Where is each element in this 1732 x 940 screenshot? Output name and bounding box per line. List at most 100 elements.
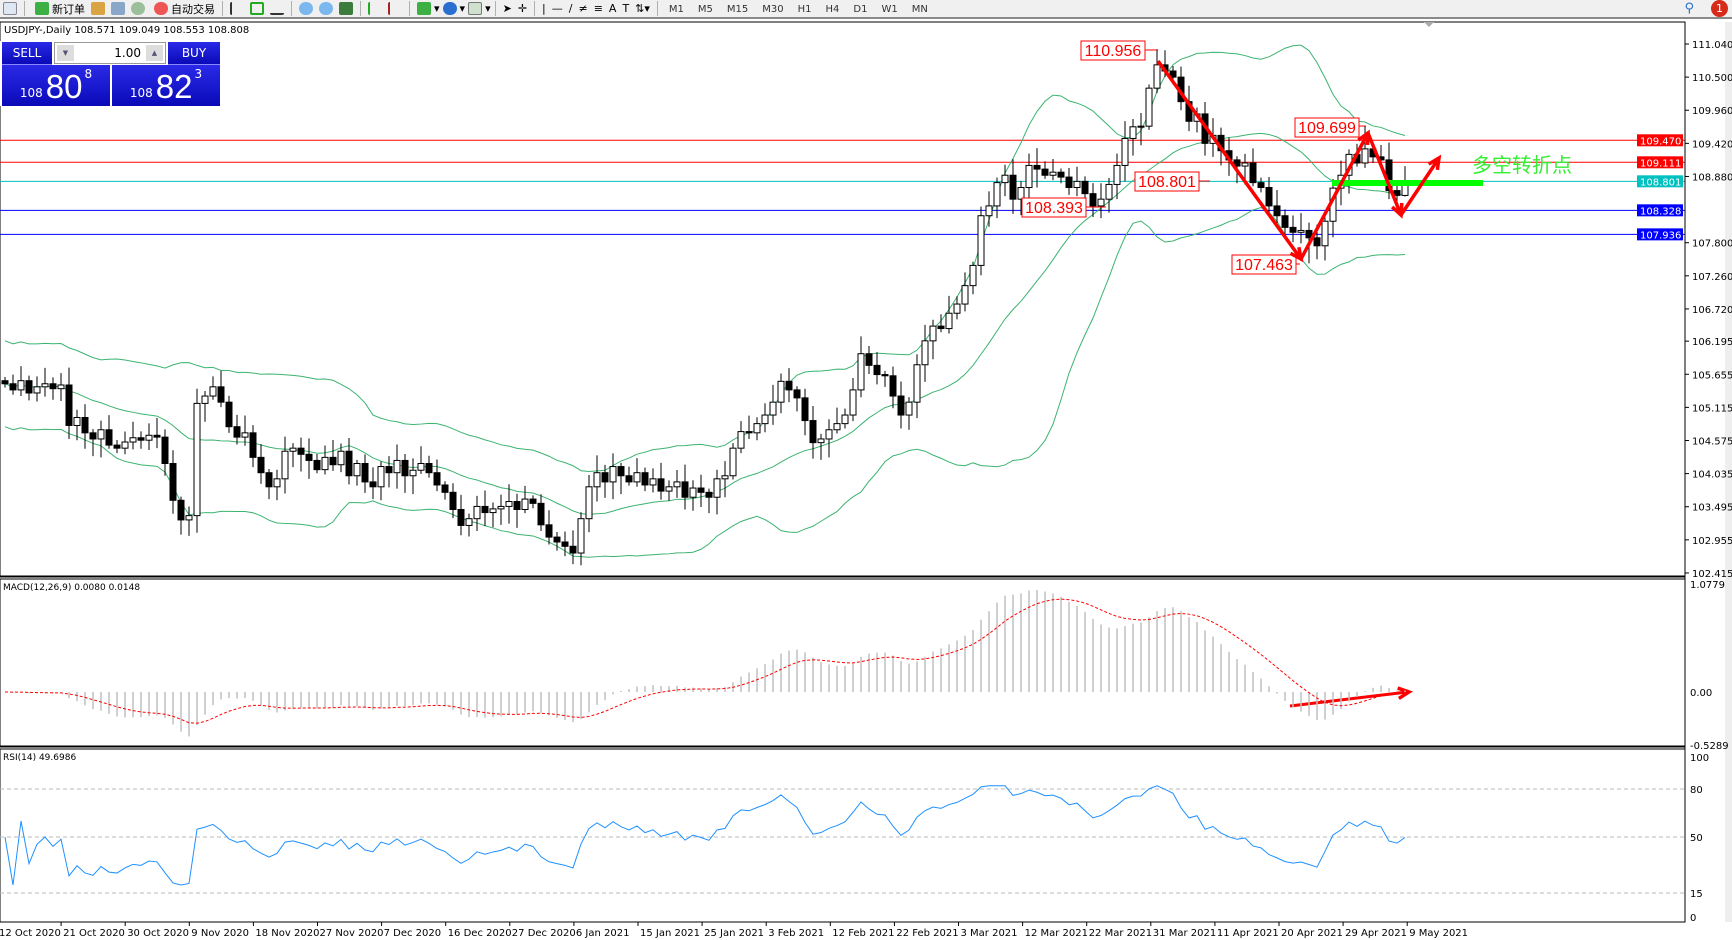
candle-body <box>17 380 25 391</box>
candle <box>441 481 449 500</box>
candle <box>569 530 577 565</box>
candle <box>633 458 641 487</box>
indicators-icon[interactable] <box>417 2 431 15</box>
lot-decrease-icon[interactable]: ▼ <box>57 45 74 61</box>
candle <box>841 408 849 429</box>
notification-badge[interactable]: 1 <box>1711 0 1728 17</box>
candle <box>233 414 241 445</box>
timeframe-m30[interactable]: M30 <box>762 4 784 15</box>
buy-price[interactable]: 108 82 3 <box>112 65 220 106</box>
text-icon[interactable]: A <box>608 2 617 15</box>
templates-icon[interactable] <box>468 2 483 15</box>
timeframe-h1[interactable]: H1 <box>797 4 812 15</box>
candle-body <box>241 432 249 438</box>
timeframe-mn[interactable]: MN <box>911 4 928 15</box>
candle-body <box>761 414 769 425</box>
candle-body <box>265 472 273 488</box>
candle <box>993 177 1001 219</box>
candle <box>265 469 273 500</box>
print-preview-icon[interactable] <box>3 2 17 15</box>
timeframe-m5[interactable]: M5 <box>697 4 713 15</box>
price-tick-label: 105.115 <box>1692 403 1732 414</box>
candle <box>1265 177 1273 213</box>
market-watch-icon[interactable] <box>91 2 105 15</box>
signals-icon[interactable] <box>131 2 145 15</box>
cursor-icon[interactable]: ➤ <box>502 2 512 15</box>
timeframe-h4[interactable]: H4 <box>825 4 840 15</box>
auto-scroll-icon[interactable] <box>388 2 402 15</box>
periods-clock-icon[interactable] <box>442 2 457 15</box>
candle-body <box>1233 159 1241 167</box>
candle <box>129 421 137 450</box>
zoom-in-icon[interactable] <box>299 2 313 15</box>
candle <box>1289 215 1297 243</box>
horizontal-line-icon[interactable]: — <box>551 2 563 15</box>
price-tick-label: 110.500 <box>1692 73 1732 84</box>
text-label-icon[interactable]: T <box>622 2 630 15</box>
price-line-label: 109.111 <box>1640 158 1681 169</box>
dropdown-arrow-icon[interactable]: ▾ <box>459 2 466 15</box>
candle <box>209 376 217 400</box>
price-label-box[interactable] <box>1294 117 1360 138</box>
dropdown-arrow-icon[interactable]: ▾ <box>485 2 491 15</box>
candle-body <box>385 466 393 474</box>
auto-trading-button[interactable]: 自动交易 <box>151 1 215 17</box>
price-label-text: 109.699 <box>1298 120 1356 137</box>
search-icon[interactable]: ⚲ <box>1684 1 1694 16</box>
buy-button[interactable]: BUY <box>168 42 220 65</box>
timeframe-m1[interactable]: M1 <box>668 4 684 15</box>
candle <box>1257 177 1265 193</box>
dropdown-arrow-icon[interactable]: ▾ <box>434 2 440 15</box>
timeframe-m15[interactable]: M15 <box>726 4 749 15</box>
candle-body <box>697 487 705 493</box>
buy-price-prefix: 108 <box>129 86 153 100</box>
arrowhead-icon <box>1357 129 1370 146</box>
vertical-line-icon[interactable]: | <box>542 2 546 15</box>
zigzag-arrow-path[interactable] <box>1156 59 1441 261</box>
candlestick-chart-icon[interactable] <box>250 2 264 15</box>
timeframe-bar: M1 M5 M15 M30 H1 H4 D1 W1 MN <box>662 2 935 15</box>
sell-button[interactable]: SELL <box>2 42 52 65</box>
candle <box>713 469 721 515</box>
zoom-out-icon[interactable] <box>319 2 333 15</box>
candle-body <box>937 325 945 330</box>
candle-body <box>377 466 385 488</box>
candle <box>721 461 729 498</box>
candle-body <box>505 501 513 507</box>
crosshair-icon[interactable]: ✛ <box>517 2 528 15</box>
trendline-icon[interactable]: / <box>568 2 573 15</box>
candle-body <box>361 462 369 483</box>
candle-body <box>1001 174 1009 184</box>
price-label-box[interactable] <box>1080 40 1146 61</box>
sell-price[interactable]: 108 80 8 <box>2 65 110 106</box>
fibonacci-icon[interactable]: ≡ <box>593 2 603 15</box>
candle-body <box>73 416 81 426</box>
macd-signal-line <box>4 598 1406 724</box>
price-label-box[interactable] <box>1231 254 1297 275</box>
navigator-icon[interactable] <box>111 2 125 15</box>
candle <box>369 467 377 500</box>
price-label-box[interactable] <box>1021 197 1087 218</box>
candle <box>1097 183 1105 219</box>
macd-label: MACD(12,26,9) 0.0080 0.0148 <box>3 583 140 593</box>
new-order-button[interactable]: 新订单 <box>32 1 85 17</box>
arrows-icon[interactable]: ⇅▾ <box>635 2 650 15</box>
line-chart-icon[interactable] <box>270 2 284 15</box>
timeframe-d1[interactable]: D1 <box>853 4 868 15</box>
price-scale-scrollbar[interactable] <box>1725 22 1732 922</box>
candle-body <box>609 466 617 483</box>
chart-shift-icon[interactable] <box>368 2 382 15</box>
lot-increase-icon[interactable]: ▲ <box>146 45 163 61</box>
price-label-box[interactable] <box>1134 171 1200 192</box>
bar-chart-icon[interactable] <box>230 2 244 15</box>
candle-body <box>961 285 969 305</box>
price-tick-label: 102.415 <box>1692 569 1732 580</box>
equidistant-channel-icon[interactable]: ≠ <box>578 2 588 15</box>
lot-size-input[interactable]: ▼ 1.00 ▲ <box>54 42 166 64</box>
timeframe-w1[interactable]: W1 <box>881 4 898 15</box>
chart-shift-marker-icon[interactable] <box>1424 22 1434 27</box>
price-tick-label: 109.960 <box>1692 106 1732 117</box>
tile-windows-icon[interactable] <box>339 2 353 15</box>
candle-body <box>305 453 313 461</box>
